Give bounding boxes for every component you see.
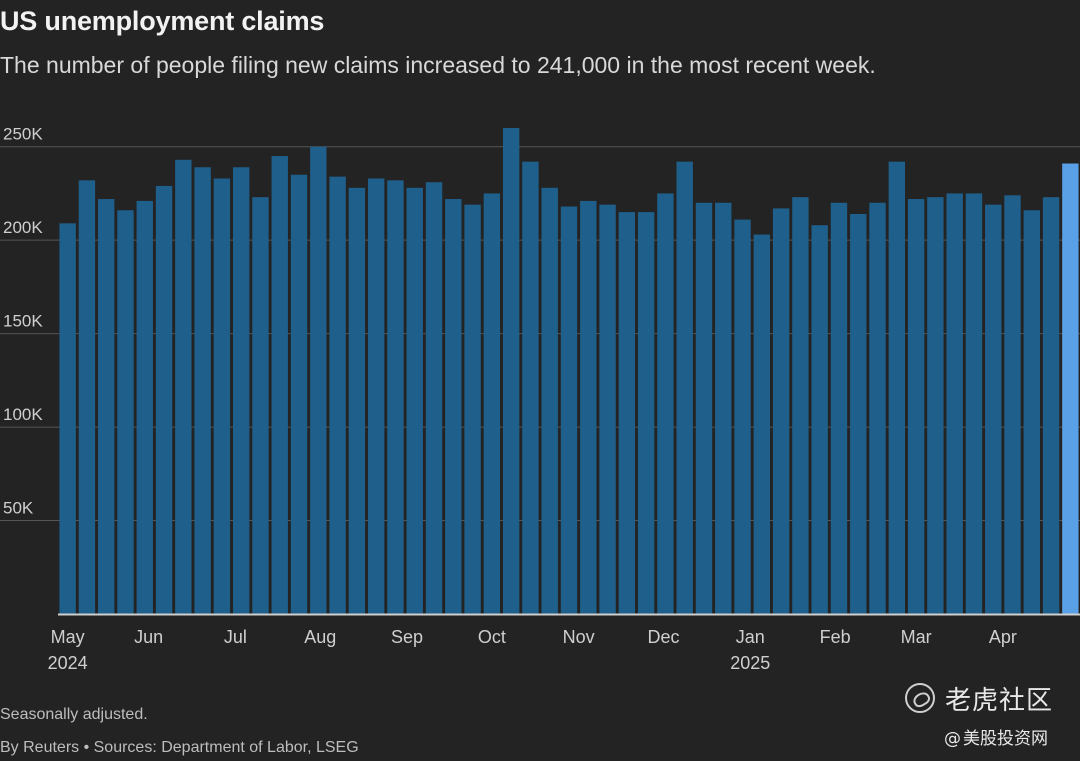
bar — [98, 199, 115, 614]
bar — [907, 199, 925, 614]
bar — [310, 146, 327, 614]
byline: By Reuters • Sources: Department of Labo… — [0, 739, 359, 756]
bar — [811, 225, 828, 614]
bar — [175, 159, 192, 614]
y-tick-label: 100K — [3, 405, 43, 424]
bar — [117, 210, 134, 614]
bar — [367, 178, 385, 614]
bar — [1004, 195, 1021, 615]
bar — [927, 197, 944, 614]
bar — [637, 212, 655, 614]
bar — [329, 176, 346, 614]
bar — [59, 223, 76, 614]
x-tick-label: Nov — [563, 627, 595, 647]
footnote: Seasonally adjusted. — [0, 706, 148, 723]
bar — [464, 204, 481, 614]
x-tick-label: Aug — [304, 627, 336, 647]
x-tick-label: Jan — [736, 627, 765, 647]
x-year-label: 2024 — [48, 653, 88, 673]
bar — [715, 202, 732, 614]
x-tick-label: Apr — [989, 627, 1017, 647]
bar — [348, 187, 366, 614]
bar — [155, 185, 173, 614]
bar — [406, 187, 423, 614]
y-tick-label: 150K — [3, 312, 43, 331]
tiger-logo-icon — [905, 683, 935, 713]
bar — [580, 200, 597, 614]
bar — [965, 193, 983, 615]
bar — [445, 199, 462, 614]
bar — [1042, 197, 1060, 614]
watermark-handle-text: 美股投资网 — [963, 729, 1048, 749]
x-tick-label: Jul — [224, 627, 247, 647]
bar — [657, 193, 674, 615]
y-tick-labels: 50K 100K 150K 200K 250K — [3, 125, 43, 518]
bar — [888, 161, 906, 614]
bar — [792, 197, 809, 614]
watermark-at: @ — [944, 729, 961, 749]
y-tick-label: 200K — [3, 218, 43, 237]
bar — [695, 202, 713, 614]
bar — [387, 180, 404, 614]
bar — [502, 128, 520, 614]
x-tick-label: Feb — [820, 627, 851, 647]
bar-chart: 50K 100K 150K 200K 250K May 2024 Jun Jul Aug Sep O… — [0, 125, 1080, 673]
bar — [869, 202, 886, 614]
bar — [560, 206, 578, 614]
bar — [541, 187, 558, 614]
bar — [78, 180, 96, 614]
bar — [252, 197, 269, 614]
bar — [425, 182, 443, 614]
x-tick-label: Mar — [901, 627, 932, 647]
bar — [985, 204, 1002, 614]
bars — [59, 128, 1079, 615]
bar — [734, 219, 751, 614]
bar-latest — [1062, 163, 1079, 614]
bar — [1023, 210, 1040, 614]
bar — [213, 178, 231, 614]
bar — [232, 167, 250, 614]
y-tick-label: 250K — [3, 125, 43, 144]
x-tick-labels: May 2024 Jun Jul Aug Sep Oct Nov Dec Jan 2025 Feb Ma… — [48, 613, 1080, 673]
bar — [946, 193, 963, 615]
x-year-label: 2025 — [730, 653, 770, 673]
bar — [753, 234, 771, 615]
bar — [136, 200, 153, 614]
bar — [522, 161, 539, 614]
bar — [676, 161, 693, 614]
watermark-name: 老虎社区 — [945, 685, 1054, 716]
bar — [772, 208, 790, 614]
bar — [194, 167, 211, 614]
bar — [483, 193, 501, 615]
chart-subtitle: The number of people filing new claims i… — [0, 52, 876, 78]
watermark-handle: @ 美股投资网 — [944, 724, 1048, 749]
bar — [618, 212, 636, 614]
bar — [271, 156, 288, 615]
bar — [850, 213, 867, 615]
watermark: 老虎社区 — [905, 680, 1053, 716]
y-tick-label: 50K — [3, 499, 34, 518]
x-tick-label: May — [51, 627, 85, 647]
bar — [290, 174, 308, 615]
x-tick-label: Jun — [134, 627, 163, 647]
x-tick-label: Oct — [478, 627, 506, 647]
x-tick-label: Dec — [647, 627, 679, 647]
bar — [830, 202, 848, 614]
x-tick-label: Sep — [391, 627, 423, 647]
bar — [599, 204, 616, 614]
chart-title: US unemployment claims — [0, 6, 325, 36]
